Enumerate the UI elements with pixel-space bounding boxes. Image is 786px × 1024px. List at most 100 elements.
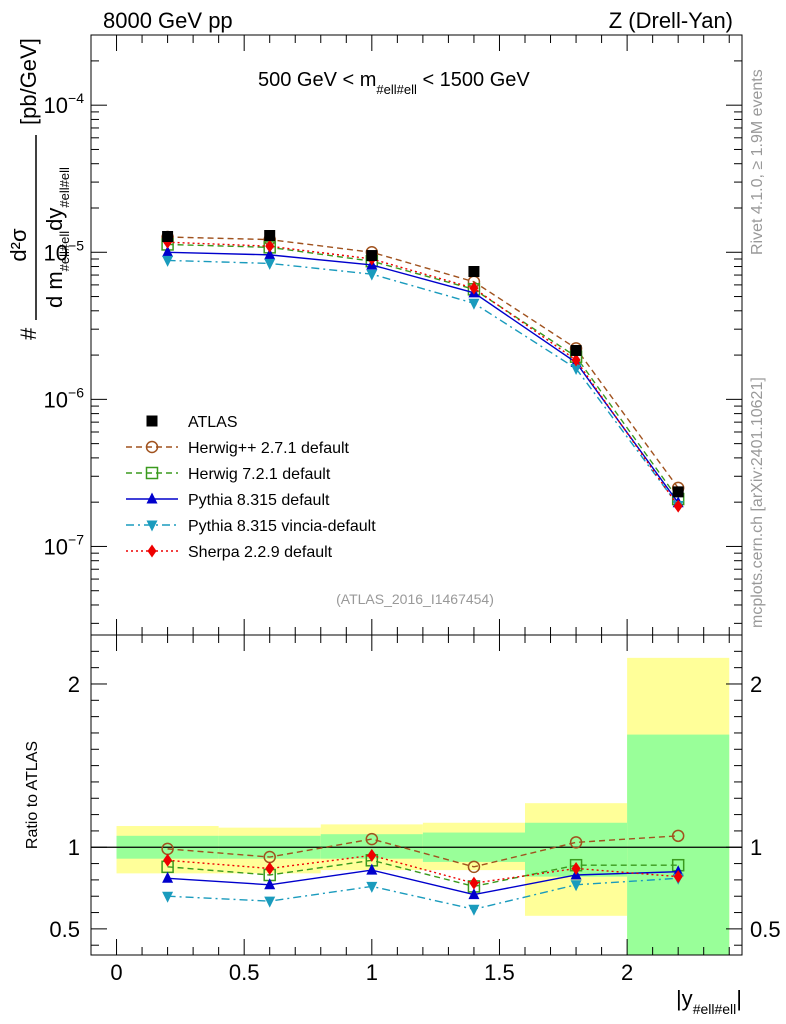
- ratio-series-sherpa-2-2-9-default: [163, 848, 683, 890]
- legend-label: Herwig++ 2.7.1 default: [188, 440, 350, 457]
- data-point: [366, 269, 378, 281]
- legend-entry: Pythia 8.315 vincia-default: [126, 518, 376, 535]
- ytick-base: 10: [44, 387, 68, 412]
- data-point: [571, 353, 581, 367]
- data-point: [162, 255, 174, 267]
- legend-label: Pythia 8.315 vincia-default: [188, 518, 376, 535]
- main-ylabel: # d²σ d m#ell#elldy#ell#ell [pb/GeV]: [6, 38, 72, 340]
- main-ytick-label: 10−6: [44, 384, 85, 412]
- data-point: [570, 364, 582, 376]
- ratio-point: [569, 836, 583, 849]
- header-left: 8000 GeV pp: [103, 8, 233, 33]
- data-point: [469, 281, 479, 295]
- main-panel: 10−710−610−510−4 500 GeV < m#ell#ell < 1…: [6, 34, 743, 636]
- ylabel-dy: dy: [42, 208, 67, 231]
- ratio-point: [468, 888, 480, 900]
- legend-entry: Sherpa 2.2.9 default: [126, 544, 333, 561]
- ratio-point: [162, 891, 174, 903]
- legend-marker: [146, 492, 158, 504]
- data-point: [264, 248, 276, 260]
- legend-label: Herwig 7.2.1 default: [188, 466, 331, 483]
- data-point: [672, 486, 684, 498]
- series-line: [167, 236, 679, 489]
- ylabel-sub2: #ell#ell: [57, 167, 72, 208]
- data-point: [570, 344, 582, 356]
- series-line: [167, 259, 679, 506]
- legend-marker: [145, 440, 159, 454]
- ylabel-sub1: #ell#ell: [57, 231, 72, 272]
- legend-entry: ATLAS: [146, 414, 238, 431]
- main-title: 500 GeV < m#ell#ell < 1500 GeV: [258, 69, 530, 97]
- legend-entry: Herwig++ 2.7.1 default: [126, 440, 350, 457]
- ratio-point: [571, 861, 581, 875]
- ratio-frame: [90, 634, 743, 956]
- ratio-point: [163, 853, 173, 867]
- ratio-ytick-label-right: 0.5: [750, 917, 781, 942]
- ratio-point: [467, 860, 481, 874]
- legend-label: ATLAS: [188, 414, 238, 431]
- ratio-ytick-label: 1: [68, 835, 80, 860]
- legend-entry: Pythia 8.315 default: [126, 492, 330, 509]
- legend-label: Sherpa 2.2.9 default: [188, 544, 333, 561]
- ratio-ytick-label-right: 1: [750, 835, 762, 860]
- xlabel-post: |: [736, 986, 742, 1011]
- ratio-point: [264, 896, 276, 908]
- ylabel-denominator-dm: d m: [42, 271, 67, 308]
- xlabel-pre: |y: [676, 986, 693, 1011]
- ratio-point: [264, 878, 276, 890]
- ratio-line: [167, 859, 679, 888]
- main-ytick-label: 10−4: [44, 90, 85, 118]
- ratio-point: [162, 871, 174, 883]
- ratio-point: [366, 881, 378, 893]
- ratio-xtick-label: 0: [110, 960, 122, 985]
- data-point: [264, 258, 276, 270]
- data-point: [162, 230, 174, 242]
- ratio-point: [570, 880, 582, 892]
- ratio-point: [671, 829, 685, 843]
- series-atlas: [162, 230, 684, 498]
- legend-label: Pythia 8.315 default: [188, 492, 330, 509]
- legend-entry: Herwig 7.2.1 default: [126, 466, 331, 483]
- ratio-series-herwig-2-7-1-default: [161, 829, 685, 874]
- legend-marker: [147, 544, 157, 558]
- ratio-line: [167, 854, 679, 884]
- ratio-line: [167, 835, 679, 868]
- data-point: [264, 230, 276, 242]
- ratio-line: [167, 869, 679, 896]
- ratio-xtick-label: 0.5: [229, 960, 260, 985]
- ratio-ytick-label: 2: [68, 672, 80, 697]
- main-ytick-label: 10−5: [44, 237, 85, 265]
- data-point: [468, 266, 480, 278]
- series-sherpa-2-2-9-default: [163, 235, 683, 513]
- ratio-xtick-label: 1: [366, 960, 378, 985]
- ytick-exp: −5: [68, 237, 84, 253]
- ratio-xlabel: |y#ell#ell|: [676, 986, 742, 1017]
- series-line: [167, 243, 679, 500]
- uncertainty-band-stat: [627, 734, 730, 955]
- main-ytick-label: 10−7: [44, 531, 85, 559]
- ylabel-numerator: d²σ: [6, 228, 31, 262]
- analysis-label: (ATLAS_2016_I1467454): [336, 591, 494, 607]
- ratio-point: [367, 848, 377, 862]
- data-point: [265, 239, 275, 253]
- ytick-base: 10: [44, 534, 68, 559]
- ytick-base: 10: [44, 93, 68, 118]
- main-title-pre: 500 GeV < m: [258, 69, 376, 91]
- ratio-point: [469, 876, 479, 890]
- legend-marker: [146, 520, 158, 532]
- data-point: [673, 499, 683, 513]
- ratio-ytick-label-right: 2: [750, 672, 762, 697]
- ratio-ytick-label: 0.5: [49, 917, 80, 942]
- ratio-line: [167, 877, 679, 911]
- mcplots-label: mcplots.cern.ch [arXiv:2401.10621]: [749, 377, 766, 628]
- ratio-ylabel: Ratio to ATLAS: [24, 741, 41, 849]
- ylabel-denominator: d m#ell#elldy#ell#ell: [42, 167, 72, 308]
- ytick-exp: −4: [68, 90, 84, 106]
- legend-marker: [146, 415, 158, 427]
- rivet-label: Rivet 4.1.0, ≥ 1.9M events: [749, 69, 766, 255]
- data-point: [468, 298, 480, 310]
- ytick-base: 10: [44, 240, 68, 265]
- ratio-xtick-label: 2: [621, 960, 633, 985]
- xlabel-sub: #ell#ell: [693, 1001, 737, 1017]
